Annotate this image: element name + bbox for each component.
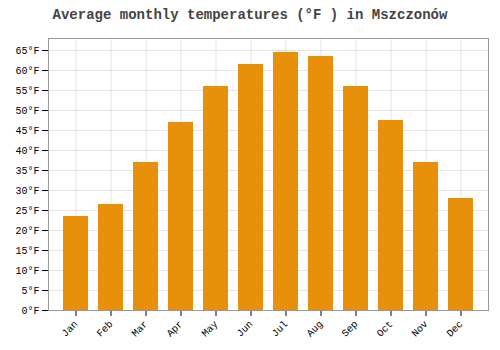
svg-text:Dec: Dec — [445, 319, 466, 340]
svg-text:Oct: Oct — [375, 319, 396, 340]
svg-text:45°F: 45°F — [15, 126, 39, 137]
svg-text:50°F: 50°F — [15, 106, 39, 117]
svg-text:Sep: Sep — [340, 319, 361, 340]
svg-text:65°F: 65°F — [15, 46, 39, 57]
svg-text:Aug: Aug — [305, 319, 326, 340]
svg-text:60°F: 60°F — [15, 66, 39, 77]
svg-text:25°F: 25°F — [15, 206, 39, 217]
svg-text:30°F: 30°F — [15, 186, 39, 197]
svg-text:Mar: Mar — [130, 319, 151, 340]
svg-text:10°F: 10°F — [15, 266, 39, 277]
svg-text:Feb: Feb — [95, 319, 116, 340]
svg-text:Jul: Jul — [270, 319, 291, 340]
html-text:Average monthly temperatures (: Average monthly temperatures (°F ) in Ms… — [52, 7, 448, 23]
svg-text:Apr: Apr — [165, 319, 186, 340]
svg-text:May: May — [200, 319, 221, 340]
svg-text:15°F: 15°F — [15, 246, 39, 257]
svg-text:40°F: 40°F — [15, 146, 39, 157]
svg-text:Jan: Jan — [60, 319, 81, 340]
svg-text:5°F: 5°F — [21, 286, 39, 297]
svg-text:20°F: 20°F — [15, 226, 39, 237]
svg-text:35°F: 35°F — [15, 166, 39, 177]
svg-text:Jun: Jun — [235, 319, 256, 340]
svg-text:Nov: Nov — [410, 319, 431, 340]
svg-text:55°F: 55°F — [15, 86, 39, 97]
svg-text:0°F: 0°F — [21, 306, 39, 317]
